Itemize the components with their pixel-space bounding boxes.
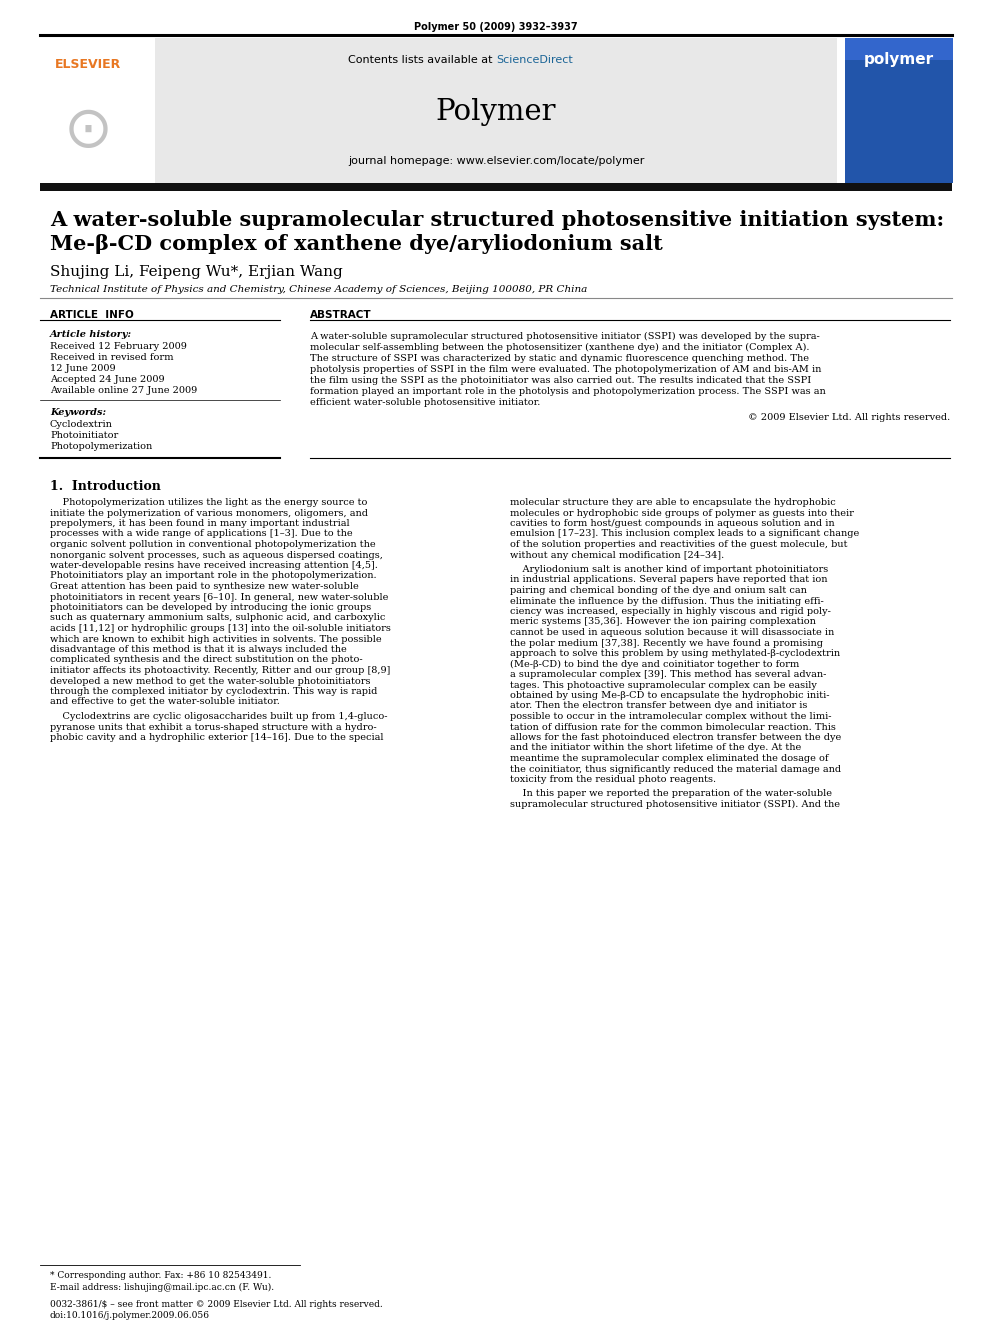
Text: acids [11,12] or hydrophilic groups [13] into the oil-soluble initiators: acids [11,12] or hydrophilic groups [13]… — [50, 624, 391, 632]
Text: obtained by using Me-β-CD to encapsulate the hydrophobic initi-: obtained by using Me-β-CD to encapsulate… — [510, 691, 829, 700]
Text: ARTICLE  INFO: ARTICLE INFO — [50, 310, 134, 320]
Text: (Me-β-CD) to bind the dye and coinitiator together to form: (Me-β-CD) to bind the dye and coinitiato… — [510, 659, 800, 668]
Text: Technical Institute of Physics and Chemistry, Chinese Academy of Sciences, Beiji: Technical Institute of Physics and Chemi… — [50, 284, 587, 294]
Text: eliminate the influence by the diffusion. Thus the initiating effi-: eliminate the influence by the diffusion… — [510, 597, 823, 606]
Bar — [845, 38, 953, 60]
Text: Available online 27 June 2009: Available online 27 June 2009 — [50, 386, 197, 396]
Text: Contents lists available at: Contents lists available at — [348, 56, 496, 65]
Text: 1.  Introduction: 1. Introduction — [50, 480, 161, 493]
Text: E-mail address: lishujing@mail.ipc.ac.cn (F. Wu).: E-mail address: lishujing@mail.ipc.ac.cn… — [50, 1283, 274, 1293]
Text: Photoinitiators play an important role in the photopolymerization.: Photoinitiators play an important role i… — [50, 572, 377, 581]
Text: cavities to form host/guest compounds in aqueous solution and in: cavities to form host/guest compounds in… — [510, 519, 834, 528]
Text: of the solution properties and reactivities of the guest molecule, but: of the solution properties and reactivit… — [510, 540, 847, 549]
Text: initiate the polymerization of various monomers, oligomers, and: initiate the polymerization of various m… — [50, 508, 368, 517]
Text: without any chemical modification [24–34].: without any chemical modification [24–34… — [510, 550, 724, 560]
Text: initiator affects its photoactivity. Recently, Ritter and our group [8,9]: initiator affects its photoactivity. Rec… — [50, 665, 391, 675]
Text: emulsion [17–23]. This inclusion complex leads to a significant change: emulsion [17–23]. This inclusion complex… — [510, 529, 859, 538]
Text: The structure of SSPI was characterized by static and dynamic fluorescence quenc: The structure of SSPI was characterized … — [310, 355, 809, 363]
Text: Photopolymerization: Photopolymerization — [50, 442, 152, 451]
Text: nonorganic solvent processes, such as aqueous dispersed coatings,: nonorganic solvent processes, such as aq… — [50, 550, 383, 560]
Text: doi:10.1016/j.polymer.2009.06.056: doi:10.1016/j.polymer.2009.06.056 — [50, 1311, 210, 1320]
Text: A water-soluble supramolecular structured photosensitive initiation system:: A water-soluble supramolecular structure… — [50, 210, 944, 230]
Text: and effective to get the water-soluble initiator.: and effective to get the water-soluble i… — [50, 697, 280, 706]
Text: water-developable resins have received increasing attention [4,5].: water-developable resins have received i… — [50, 561, 378, 570]
Text: the polar medium [37,38]. Recently we have found a promising: the polar medium [37,38]. Recently we ha… — [510, 639, 823, 647]
Text: complicated synthesis and the direct substitution on the photo-: complicated synthesis and the direct sub… — [50, 655, 363, 664]
Text: which are known to exhibit high activities in solvents. The possible: which are known to exhibit high activiti… — [50, 635, 382, 643]
Text: ciency was increased, especially in highly viscous and rigid poly-: ciency was increased, especially in high… — [510, 607, 831, 617]
Text: ⊙: ⊙ — [63, 102, 112, 159]
Text: organic solvent pollution in conventional photopolymerization the: organic solvent pollution in conventiona… — [50, 540, 376, 549]
Text: ABSTRACT: ABSTRACT — [310, 310, 372, 320]
Text: in industrial applications. Several papers have reported that ion: in industrial applications. Several pape… — [510, 576, 827, 585]
Text: Cyclodextrins are cyclic oligosaccharides built up from 1,4-gluco-: Cyclodextrins are cyclic oligosaccharide… — [50, 712, 388, 721]
Text: Great attention has been paid to synthesize new water-soluble: Great attention has been paid to synthes… — [50, 582, 359, 591]
Bar — [40, 38, 153, 163]
Bar — [845, 38, 953, 183]
Text: developed a new method to get the water-soluble photoinitiators: developed a new method to get the water-… — [50, 676, 370, 685]
Text: the film using the SSPI as the photoinitiator was also carried out. The results : the film using the SSPI as the photoinit… — [310, 376, 811, 385]
Bar — [40, 183, 952, 191]
Text: meric systems [35,36]. However the ion pairing complexation: meric systems [35,36]. However the ion p… — [510, 618, 815, 627]
Text: Polymer 50 (2009) 3932–3937: Polymer 50 (2009) 3932–3937 — [415, 22, 577, 32]
Text: molecules or hydrophobic side groups of polymer as guests into their: molecules or hydrophobic side groups of … — [510, 508, 854, 517]
Text: a supramolecular complex [39]. This method has several advan-: a supramolecular complex [39]. This meth… — [510, 669, 826, 679]
Text: tages. This photoactive supramolecular complex can be easily: tages. This photoactive supramolecular c… — [510, 680, 816, 689]
Text: ScienceDirect: ScienceDirect — [496, 56, 572, 65]
Text: Article history:: Article history: — [50, 329, 132, 339]
Text: formation played an important role in the photolysis and photopolymerization pro: formation played an important role in th… — [310, 388, 825, 396]
Text: Polymer: Polymer — [435, 98, 557, 126]
Text: molecular self-assembling between the photosensitizer (xanthene dye) and the ini: molecular self-assembling between the ph… — [310, 343, 809, 352]
Text: Received in revised form: Received in revised form — [50, 353, 174, 363]
Text: Photoinitiator: Photoinitiator — [50, 431, 118, 441]
Text: approach to solve this problem by using methylated-β-cyclodextrin: approach to solve this problem by using … — [510, 650, 840, 658]
Text: Cyclodextrin: Cyclodextrin — [50, 419, 113, 429]
Text: 12 June 2009: 12 June 2009 — [50, 364, 116, 373]
Text: pyranose units that exhibit a torus-shaped structure with a hydro-: pyranose units that exhibit a torus-shap… — [50, 722, 377, 732]
Text: Keywords:: Keywords: — [50, 407, 106, 417]
Text: Photopolymerization utilizes the light as the energy source to: Photopolymerization utilizes the light a… — [50, 497, 367, 507]
Text: © 2009 Elsevier Ltd. All rights reserved.: © 2009 Elsevier Ltd. All rights reserved… — [748, 413, 950, 422]
Text: disadvantage of this method is that it is always included the: disadvantage of this method is that it i… — [50, 646, 347, 654]
Text: the coinitiator, thus significantly reduced the material damage and: the coinitiator, thus significantly redu… — [510, 765, 841, 774]
Text: Accepted 24 June 2009: Accepted 24 June 2009 — [50, 374, 165, 384]
Bar — [155, 38, 837, 183]
Text: In this paper we reported the preparation of the water-soluble: In this paper we reported the preparatio… — [510, 790, 832, 799]
Text: Aryliodonium salt is another kind of important photoinitiators: Aryliodonium salt is another kind of imp… — [510, 565, 828, 574]
Text: such as quaternary ammonium salts, sulphonic acid, and carboxylic: such as quaternary ammonium salts, sulph… — [50, 614, 385, 623]
Text: ELSEVIER: ELSEVIER — [55, 58, 121, 71]
Text: journal homepage: www.elsevier.com/locate/polymer: journal homepage: www.elsevier.com/locat… — [348, 156, 644, 165]
Text: efficient water-soluble photosensitive initiator.: efficient water-soluble photosensitive i… — [310, 398, 541, 407]
Text: prepolymers, it has been found in many important industrial: prepolymers, it has been found in many i… — [50, 519, 349, 528]
Text: allows for the fast photoinduced electron transfer between the dye: allows for the fast photoinduced electro… — [510, 733, 841, 742]
Text: through the complexed initiator by cyclodextrin. This way is rapid: through the complexed initiator by cyclo… — [50, 687, 377, 696]
Text: * Corresponding author. Fax: +86 10 82543491.: * Corresponding author. Fax: +86 10 8254… — [50, 1271, 272, 1279]
Text: cannot be used in aqueous solution because it will disassociate in: cannot be used in aqueous solution becau… — [510, 628, 834, 636]
Text: photoinitiators can be developed by introducing the ionic groups: photoinitiators can be developed by intr… — [50, 603, 371, 613]
Text: polymer: polymer — [864, 52, 934, 67]
Text: 0032-3861/$ – see front matter © 2009 Elsevier Ltd. All rights reserved.: 0032-3861/$ – see front matter © 2009 El… — [50, 1301, 383, 1308]
Text: molecular structure they are able to encapsulate the hydrophobic: molecular structure they are able to enc… — [510, 497, 835, 507]
Text: tation of diffusion rate for the common bimolecular reaction. This: tation of diffusion rate for the common … — [510, 722, 836, 732]
Text: A water-soluble supramolecular structured photosensitive initiator (SSPI) was de: A water-soluble supramolecular structure… — [310, 332, 819, 341]
Text: supramolecular structured photosensitive initiator (SSPI). And the: supramolecular structured photosensitive… — [510, 800, 840, 810]
Text: ator. Then the electron transfer between dye and initiator is: ator. Then the electron transfer between… — [510, 701, 807, 710]
Text: possible to occur in the intramolecular complex without the limi-: possible to occur in the intramolecular … — [510, 712, 831, 721]
Text: processes with a wide range of applications [1–3]. Due to the: processes with a wide range of applicati… — [50, 529, 352, 538]
Text: and the initiator within the short lifetime of the dye. At the: and the initiator within the short lifet… — [510, 744, 802, 753]
Text: photolysis properties of SSPI in the film were evaluated. The photopolymerizatio: photolysis properties of SSPI in the fil… — [310, 365, 821, 374]
Text: Shujing Li, Feipeng Wu*, Erjian Wang: Shujing Li, Feipeng Wu*, Erjian Wang — [50, 265, 343, 279]
Text: Received 12 February 2009: Received 12 February 2009 — [50, 343, 186, 351]
Text: toxicity from the residual photo reagents.: toxicity from the residual photo reagent… — [510, 775, 716, 785]
Text: pairing and chemical bonding of the dye and onium salt can: pairing and chemical bonding of the dye … — [510, 586, 806, 595]
Text: phobic cavity and a hydrophilic exterior [14–16]. Due to the special: phobic cavity and a hydrophilic exterior… — [50, 733, 384, 742]
Text: photoinitiators in recent years [6–10]. In general, new water-soluble: photoinitiators in recent years [6–10]. … — [50, 593, 389, 602]
Text: Me-β-CD complex of xanthene dye/aryliodonium salt: Me-β-CD complex of xanthene dye/aryliodo… — [50, 234, 663, 254]
Text: meantime the supramolecular complex eliminated the dosage of: meantime the supramolecular complex elim… — [510, 754, 828, 763]
